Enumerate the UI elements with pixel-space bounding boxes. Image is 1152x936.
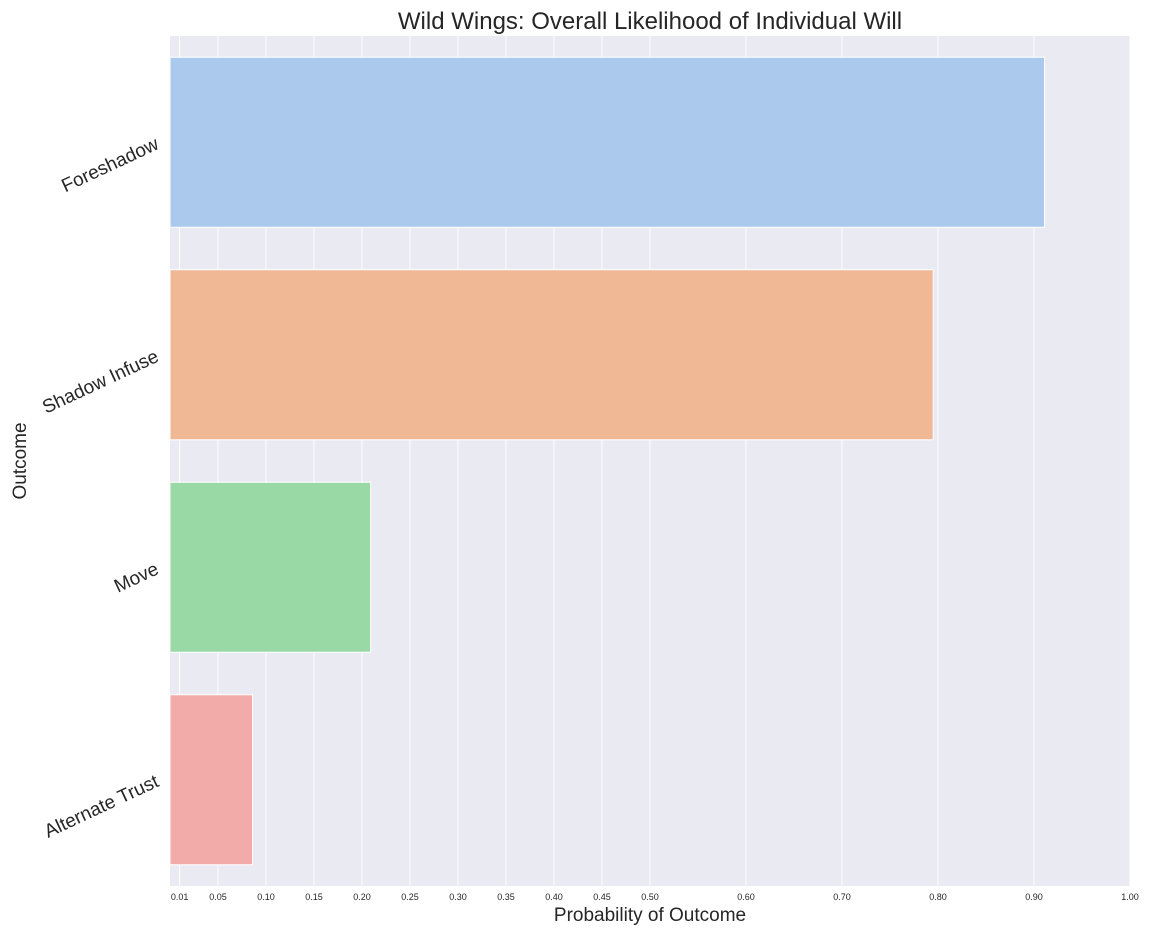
bars	[169, 56, 1046, 866]
category-label-1: Shadow Infuse	[39, 346, 162, 418]
bar-2	[169, 481, 372, 653]
chart-title: Wild Wings: Overall Likelihood of Indivi…	[398, 8, 902, 35]
category-label-0: Foreshadow	[58, 134, 162, 197]
category-label-2: Move	[111, 559, 162, 598]
bar-3	[169, 694, 254, 866]
x-tick-label-9: 0.45	[593, 892, 611, 902]
bar-0	[169, 56, 1046, 228]
x-tick-label-8: 0.40	[545, 892, 563, 902]
x-tick-label-6: 0.30	[449, 892, 467, 902]
x-tick-labels: 0.01 0.05 0.10 0.15 0.20 0.25 0.30 0.35 0.40 0.45…	[171, 892, 1139, 902]
x-tick-label-4: 0.20	[353, 892, 371, 902]
x-tick-label-2: 0.10	[257, 892, 275, 902]
x-tick-label-14: 0.90	[1025, 892, 1043, 902]
x-tick-label-11: 0.60	[737, 892, 755, 902]
bar-1	[169, 269, 934, 441]
x-tick-label-15: 1.00	[1121, 892, 1139, 902]
x-tick-label-13: 0.80	[929, 892, 947, 902]
category-label-3: Alternate Trust	[41, 771, 163, 843]
x-tick-label-3: 0.15	[305, 892, 323, 902]
x-axis-label: Probability of Outcome	[554, 905, 746, 926]
x-tick-label-12: 0.70	[833, 892, 851, 902]
x-tick-label-0: 0.01	[171, 892, 189, 902]
x-tick-label-5: 0.25	[401, 892, 419, 902]
category-labels: Foreshadow Shadow Infuse Move Alternate Tru…	[39, 134, 162, 843]
x-tick-label-1: 0.05	[209, 892, 227, 902]
x-tick-label-7: 0.35	[497, 892, 515, 902]
x-tick-label-10: 0.50	[641, 892, 659, 902]
y-axis-label: Outcome	[10, 422, 31, 499]
